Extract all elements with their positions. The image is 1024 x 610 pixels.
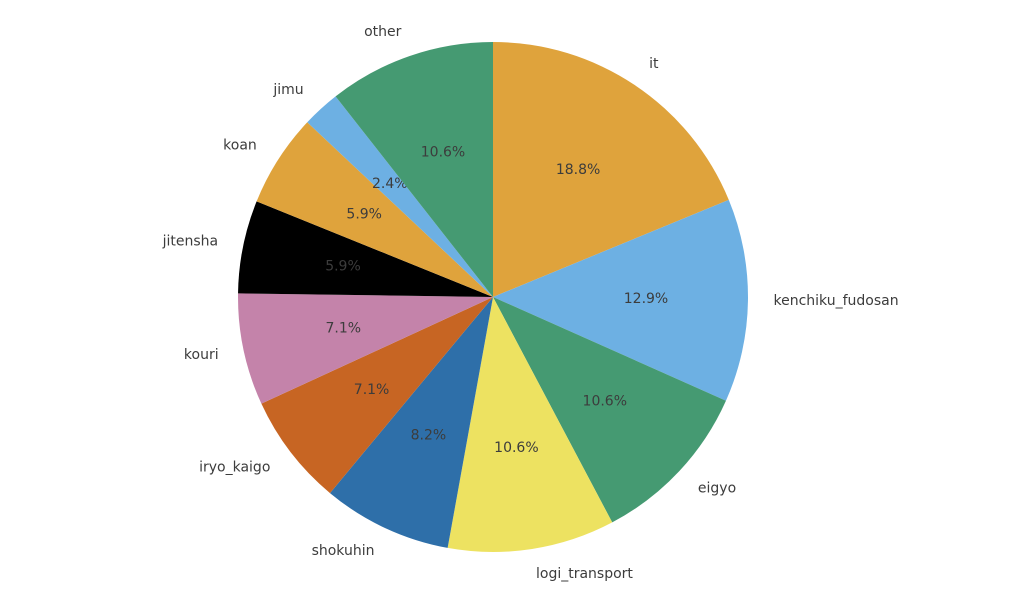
slice-label-eigyo: eigyo	[698, 481, 736, 497]
slice-label-shokuhin: shokuhin	[312, 543, 375, 559]
slice-pct-label-eigyo: 10.6%	[583, 394, 627, 410]
slice-label-jitensha: jitensha	[162, 234, 219, 250]
pie-slice-shokuhin	[329, 297, 493, 548]
slice-label-iryo_kaigo: iryo_kaigo	[199, 460, 270, 476]
slice-pct-label-jitensha: 5.9%	[325, 259, 361, 275]
slice-label-other: other	[364, 24, 402, 40]
slice-pct-label-shokuhin: 8.2%	[411, 428, 447, 444]
slice-label-koan: koan	[223, 138, 257, 154]
slice-label-it: it	[649, 56, 659, 72]
slice-pct-label-kouri: 7.1%	[326, 321, 362, 337]
pie-slice-eigyo	[493, 297, 726, 523]
pie-slice-it	[493, 42, 729, 297]
slice-pct-label-koan: 5.9%	[346, 207, 382, 223]
slice-pct-label-logi_transport: 10.6%	[494, 440, 538, 456]
slice-pct-label-iryo_kaigo: 7.1%	[354, 382, 390, 398]
pie-slice-koan	[256, 122, 493, 297]
slice-label-kenchiku_fudosan: kenchiku_fudosan	[774, 293, 899, 309]
pie-slice-kouri	[238, 293, 493, 404]
slice-pct-label-jimu: 2.4%	[372, 176, 408, 192]
pie-slice-iryo_kaigo	[261, 297, 493, 494]
pie-slice-kenchiku_fudosan	[493, 199, 748, 401]
pie-slice-other	[335, 42, 493, 297]
pie-slice-jimu	[307, 96, 493, 297]
slice-pct-label-kenchiku_fudosan: 12.9%	[624, 291, 668, 307]
pie-slice-jitensha	[238, 201, 493, 297]
pie-slice-logi_transport	[447, 297, 613, 552]
slice-label-jimu: jimu	[272, 82, 303, 98]
slice-pct-label-other: 10.6%	[421, 144, 465, 160]
slice-pct-label-it: 18.8%	[556, 162, 600, 178]
slice-label-kouri: kouri	[184, 347, 219, 363]
slice-label-logi_transport: logi_transport	[536, 566, 633, 582]
